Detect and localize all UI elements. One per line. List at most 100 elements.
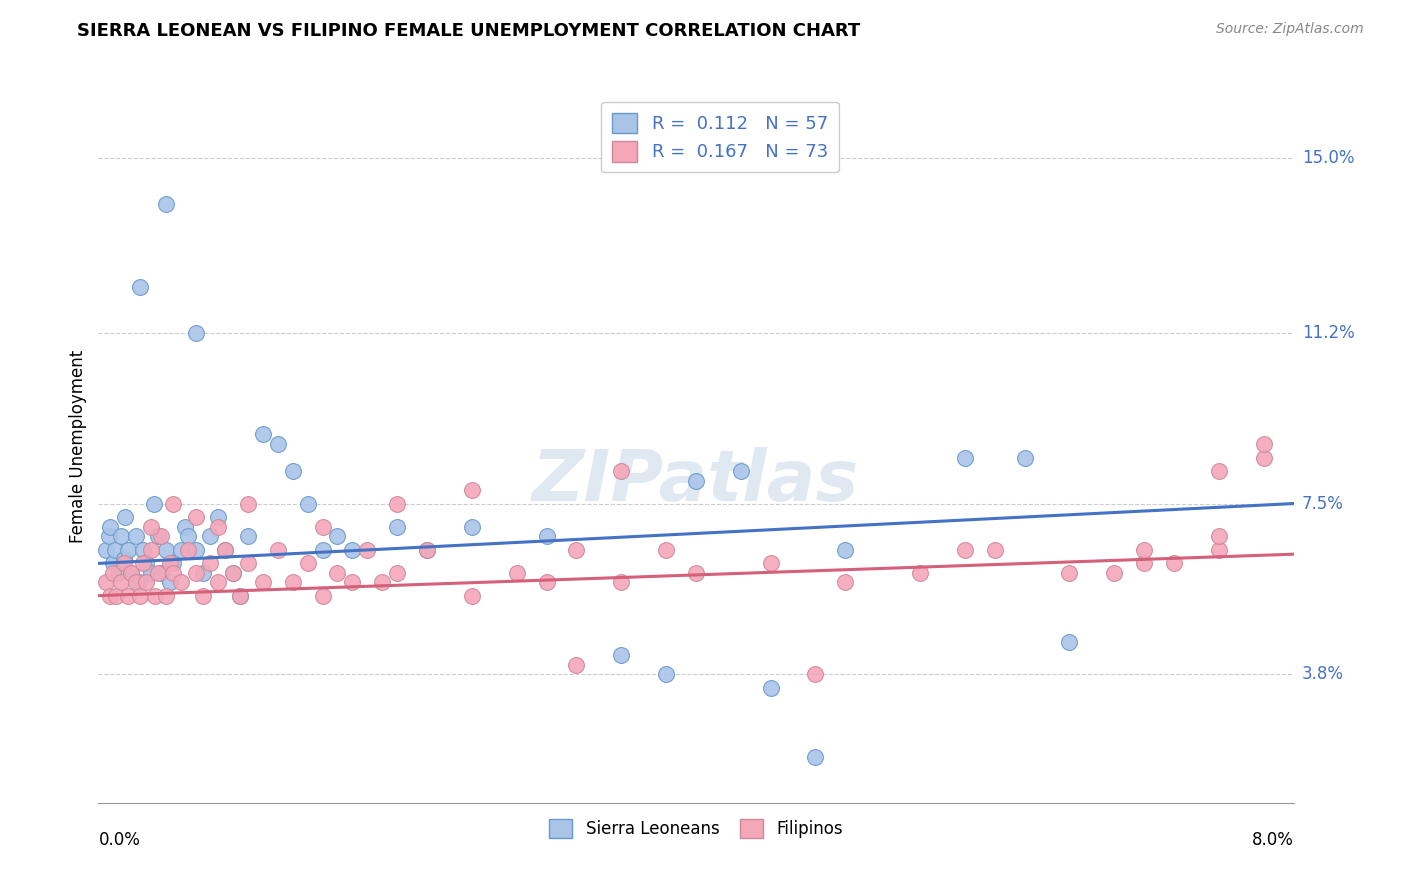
- Point: [297, 497, 319, 511]
- Point: [1208, 464, 1230, 478]
- Point: [342, 542, 364, 557]
- Point: [385, 519, 409, 533]
- Point: [110, 529, 132, 543]
- Text: 7.5%: 7.5%: [1302, 494, 1344, 513]
- Point: [214, 542, 236, 557]
- Legend: Sierra Leoneans, Filipinos: Sierra Leoneans, Filipinos: [543, 812, 849, 845]
- Point: [565, 657, 588, 672]
- Point: [356, 542, 378, 557]
- Point: [326, 529, 349, 543]
- Point: [685, 474, 707, 488]
- Point: [135, 574, 157, 589]
- Point: [1208, 542, 1230, 557]
- Point: [1208, 529, 1230, 543]
- Point: [155, 197, 177, 211]
- Point: [184, 566, 207, 580]
- Point: [120, 566, 142, 580]
- Point: [105, 589, 128, 603]
- Point: [252, 574, 274, 589]
- Text: 8.0%: 8.0%: [1251, 831, 1294, 849]
- Point: [94, 542, 117, 557]
- Point: [1133, 542, 1156, 557]
- Point: [1133, 557, 1156, 571]
- Point: [148, 566, 170, 580]
- Point: [177, 529, 200, 543]
- Point: [222, 566, 245, 580]
- Point: [110, 574, 132, 589]
- Point: [214, 542, 236, 557]
- Point: [536, 529, 558, 543]
- Text: Source: ZipAtlas.com: Source: ZipAtlas.com: [1216, 22, 1364, 37]
- Point: [159, 557, 181, 571]
- Point: [120, 566, 142, 580]
- Point: [536, 574, 558, 589]
- Point: [385, 566, 409, 580]
- Point: [229, 589, 252, 603]
- Point: [155, 542, 177, 557]
- Point: [461, 519, 484, 533]
- Point: [610, 648, 633, 663]
- Point: [610, 574, 633, 589]
- Point: [191, 589, 214, 603]
- Point: [267, 436, 290, 450]
- Point: [326, 566, 349, 580]
- Point: [297, 557, 319, 571]
- Point: [229, 589, 252, 603]
- Point: [139, 542, 162, 557]
- Point: [342, 574, 364, 589]
- Point: [1163, 557, 1185, 571]
- Point: [267, 542, 290, 557]
- Point: [162, 557, 184, 571]
- Point: [117, 589, 139, 603]
- Point: [1059, 634, 1081, 648]
- Point: [200, 557, 222, 571]
- Point: [125, 574, 148, 589]
- Point: [174, 519, 197, 533]
- Text: SIERRA LEONEAN VS FILIPINO FEMALE UNEMPLOYMENT CORRELATION CHART: SIERRA LEONEAN VS FILIPINO FEMALE UNEMPL…: [77, 22, 860, 40]
- Point: [804, 666, 827, 681]
- Point: [565, 542, 588, 557]
- Point: [107, 566, 129, 580]
- Point: [804, 749, 827, 764]
- Point: [1014, 450, 1036, 465]
- Point: [98, 589, 122, 603]
- Y-axis label: Female Unemployment: Female Unemployment: [69, 350, 87, 542]
- Point: [135, 557, 157, 571]
- Text: 0.0%: 0.0%: [98, 831, 141, 849]
- Point: [169, 542, 191, 557]
- Point: [142, 497, 165, 511]
- Point: [461, 483, 484, 497]
- Point: [155, 589, 177, 603]
- Point: [191, 566, 214, 580]
- Text: 15.0%: 15.0%: [1302, 149, 1354, 168]
- Point: [129, 589, 152, 603]
- Point: [98, 519, 122, 533]
- Point: [610, 464, 633, 478]
- Point: [281, 574, 304, 589]
- Point: [416, 542, 439, 557]
- Point: [177, 542, 200, 557]
- Point: [184, 510, 207, 524]
- Point: [834, 574, 856, 589]
- Point: [953, 450, 976, 465]
- Point: [207, 574, 229, 589]
- Point: [162, 497, 184, 511]
- Point: [834, 542, 856, 557]
- Point: [150, 566, 173, 580]
- Point: [759, 681, 782, 695]
- Point: [112, 551, 135, 566]
- Point: [169, 574, 191, 589]
- Point: [207, 519, 229, 533]
- Point: [159, 574, 181, 589]
- Point: [148, 529, 170, 543]
- Point: [236, 497, 259, 511]
- Point: [97, 529, 120, 543]
- Point: [94, 574, 117, 589]
- Point: [132, 542, 155, 557]
- Point: [236, 557, 259, 571]
- Point: [128, 574, 150, 589]
- Point: [139, 566, 162, 580]
- Point: [150, 529, 173, 543]
- Point: [1104, 566, 1126, 580]
- Point: [371, 574, 394, 589]
